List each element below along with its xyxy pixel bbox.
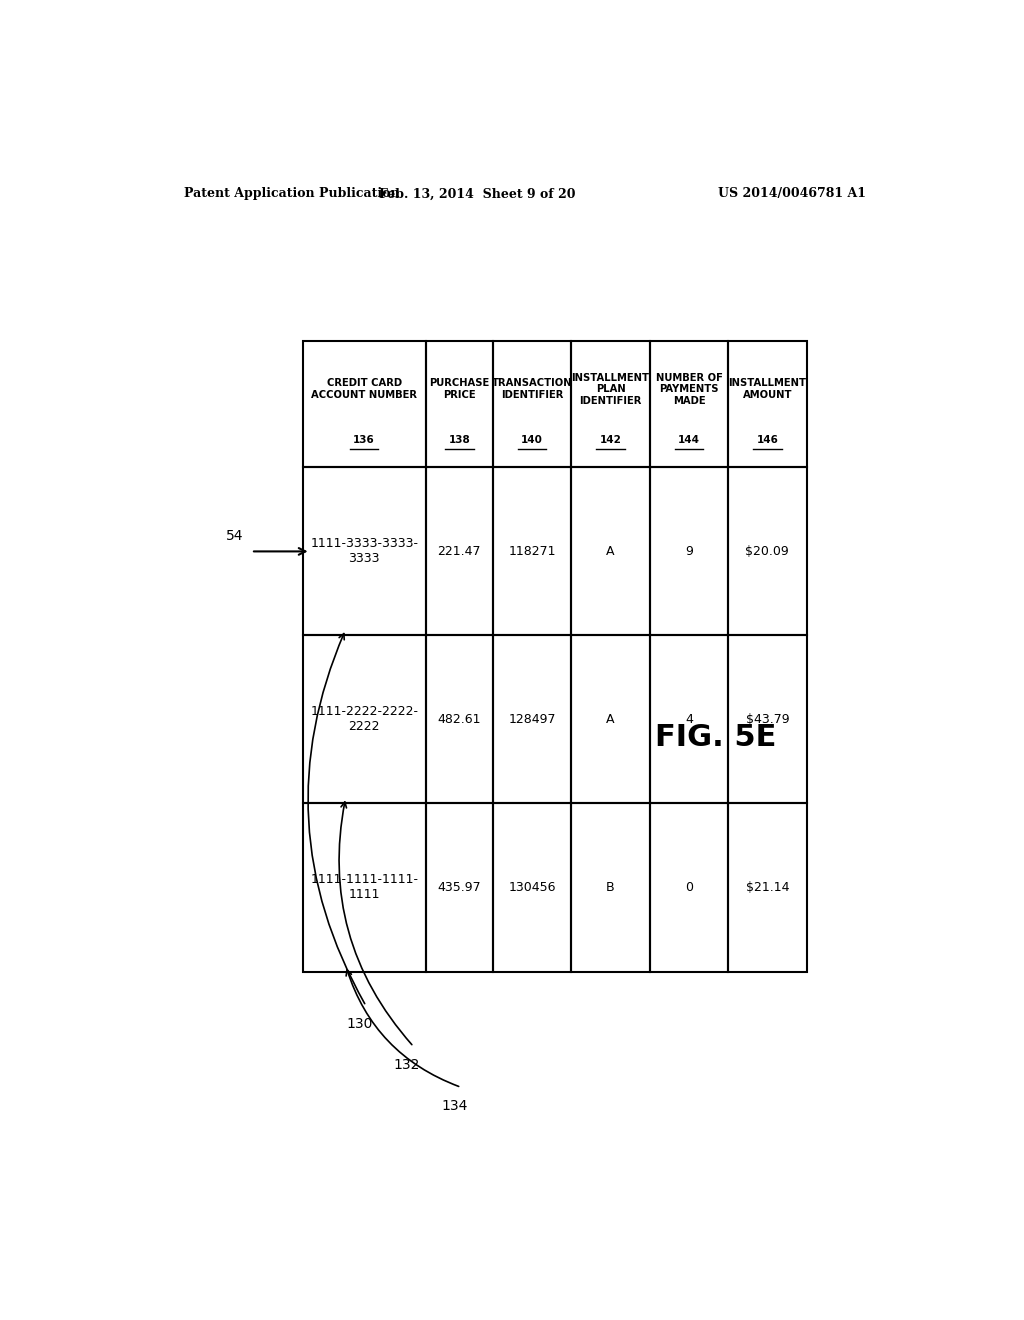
Bar — [728, 342, 807, 467]
Text: PURCHASE
PRICE: PURCHASE PRICE — [429, 379, 489, 400]
Text: 54: 54 — [225, 529, 243, 544]
Bar — [728, 635, 807, 804]
Bar — [426, 467, 493, 635]
Text: 221.47: 221.47 — [437, 545, 481, 558]
Bar — [493, 804, 571, 972]
Bar — [303, 467, 426, 635]
Bar — [728, 467, 807, 635]
Text: 4: 4 — [685, 713, 693, 726]
Bar — [303, 342, 426, 467]
Bar — [571, 635, 650, 804]
Text: $43.79: $43.79 — [745, 713, 790, 726]
Text: 435.97: 435.97 — [437, 880, 481, 894]
Text: 1111-3333-3333-
3333: 1111-3333-3333- 3333 — [310, 537, 418, 565]
Text: 128497: 128497 — [508, 713, 556, 726]
Bar — [650, 635, 728, 804]
Text: 146: 146 — [757, 436, 778, 445]
Bar — [650, 467, 728, 635]
Bar — [426, 342, 493, 467]
Text: 130: 130 — [346, 1018, 373, 1031]
Text: 482.61: 482.61 — [437, 713, 481, 726]
Bar — [493, 342, 571, 467]
Bar — [571, 467, 650, 635]
Bar — [426, 635, 493, 804]
Text: FIG. 5E: FIG. 5E — [654, 723, 776, 752]
Text: 142: 142 — [600, 436, 622, 445]
Bar — [493, 467, 571, 635]
Text: 134: 134 — [441, 1098, 468, 1113]
Text: A: A — [606, 545, 614, 558]
Text: 140: 140 — [521, 436, 543, 445]
Text: B: B — [606, 880, 614, 894]
Text: 118271: 118271 — [508, 545, 556, 558]
Text: 144: 144 — [678, 436, 700, 445]
Text: INSTALLMENT
PLAN
IDENTIFIER: INSTALLMENT PLAN IDENTIFIER — [571, 372, 649, 405]
Text: US 2014/0046781 A1: US 2014/0046781 A1 — [718, 187, 866, 201]
Bar — [728, 804, 807, 972]
Text: INSTALLMENT
AMOUNT: INSTALLMENT AMOUNT — [728, 379, 806, 400]
Text: 1111-2222-2222-
2222: 1111-2222-2222- 2222 — [310, 705, 418, 734]
Text: 0: 0 — [685, 880, 693, 894]
Bar — [303, 635, 426, 804]
Bar — [571, 804, 650, 972]
Text: A: A — [606, 713, 614, 726]
Bar — [426, 804, 493, 972]
Bar — [650, 342, 728, 467]
Text: CREDIT CARD
ACCOUNT NUMBER: CREDIT CARD ACCOUNT NUMBER — [311, 379, 417, 400]
Text: TRANSACTION
IDENTIFIER: TRANSACTION IDENTIFIER — [492, 379, 572, 400]
Text: Feb. 13, 2014  Sheet 9 of 20: Feb. 13, 2014 Sheet 9 of 20 — [379, 187, 575, 201]
Text: 138: 138 — [449, 436, 470, 445]
Bar — [303, 804, 426, 972]
Text: 132: 132 — [394, 1059, 420, 1072]
Bar — [571, 342, 650, 467]
Text: $21.14: $21.14 — [745, 880, 790, 894]
Text: 136: 136 — [353, 436, 375, 445]
Text: $20.09: $20.09 — [745, 545, 790, 558]
Text: Patent Application Publication: Patent Application Publication — [183, 187, 399, 201]
Text: 9: 9 — [685, 545, 693, 558]
Text: 1111-1111-1111-
1111: 1111-1111-1111- 1111 — [310, 874, 418, 902]
Text: NUMBER OF
PAYMENTS
MADE: NUMBER OF PAYMENTS MADE — [655, 372, 722, 405]
Text: 130456: 130456 — [508, 880, 556, 894]
Bar — [650, 804, 728, 972]
Bar — [493, 635, 571, 804]
